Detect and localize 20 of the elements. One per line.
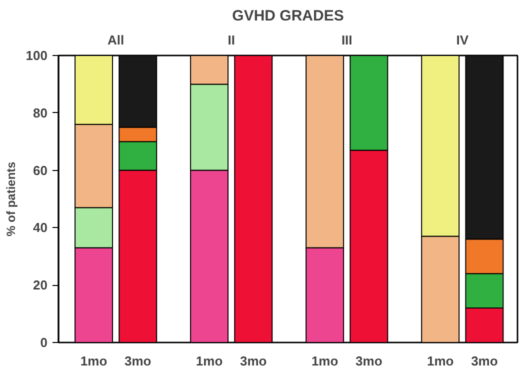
x-tick-label: 3mo	[356, 354, 382, 368]
y-tick-label: 20	[33, 278, 48, 293]
x-tick-label: 3mo	[124, 354, 152, 368]
x-tick-label: 1mo	[311, 354, 338, 368]
text: IV	[456, 32, 469, 48]
text: III	[341, 32, 352, 48]
y-axis-title: % of patients	[4, 161, 18, 236]
y-tick-label: 100	[26, 48, 48, 63]
y-tick-label: 80	[33, 105, 48, 120]
x-tick-label: 3mo	[471, 354, 498, 368]
chart-title: GVHD GRADES	[232, 8, 344, 24]
x-tick-label: 3mo	[240, 354, 267, 368]
text: II	[228, 32, 235, 48]
y-tick-label: 60	[33, 162, 48, 178]
x-tick-label: 1mo	[80, 354, 108, 368]
y-tick-label: 40	[33, 220, 48, 236]
text: All	[108, 32, 124, 48]
x-tick-label: 1mo	[426, 354, 454, 368]
y-tick-label: 0	[40, 335, 48, 350]
x-tick-label: 1mo	[196, 354, 223, 368]
